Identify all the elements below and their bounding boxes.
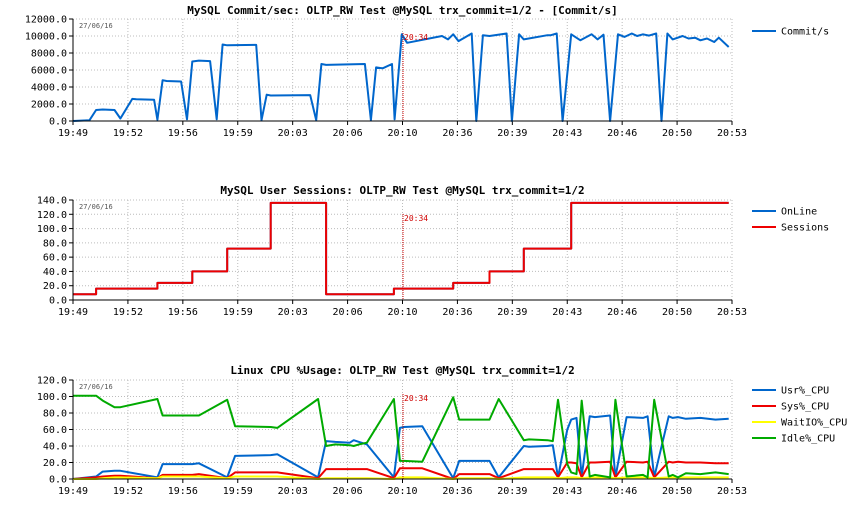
x-tick-label: 20:50 [662,307,692,318]
x-tick-label: 20:39 [497,307,527,318]
y-tick-label: 10000.0 [25,32,67,43]
x-tick-label: 20:46 [607,128,637,139]
restart-marker-label: 20:34 [404,214,428,223]
x-tick-label: 20:03 [278,128,308,139]
x-tick-label: 20:10 [387,307,417,318]
date-label: 27/06/16 [79,22,113,30]
date-label: 27/06/16 [79,383,113,391]
x-tick-label: 20:39 [497,128,527,139]
x-tick-label: 20:06 [333,486,363,497]
series-line [73,201,729,296]
y-tick-label: 20.0 [43,281,67,292]
series-line [73,201,729,296]
x-tick-label: 20:36 [442,128,472,139]
x-tick-label: 19:59 [223,486,253,497]
chart-title: Linux CPU %Usage: OLTP_RW Test @MySQL tr… [230,364,574,377]
y-tick-label: 80.0 [43,409,67,420]
series-line [73,394,729,479]
x-tick-label: 20:53 [717,128,747,139]
x-tick-label: 20:53 [717,486,747,497]
x-tick-label: 19:52 [113,128,143,139]
y-tick-label: 6000.0 [31,66,67,77]
x-tick-label: 19:52 [113,307,143,318]
x-tick-label: 20:06 [333,128,363,139]
y-tick-label: 4000.0 [31,83,67,94]
y-tick-label: 40.0 [43,442,67,453]
x-tick-label: 19:49 [58,486,88,497]
legend-label: Sys%_CPU [781,402,829,413]
y-tick-label: 100.0 [37,224,67,235]
x-tick-label: 20:46 [607,307,637,318]
x-tick-label: 20:36 [442,486,472,497]
y-tick-label: 140.0 [37,196,67,207]
x-tick-label: 20:10 [387,486,417,497]
y-tick-label: 60.0 [43,425,67,436]
series-line [73,475,729,480]
x-tick-label: 20:10 [387,128,417,139]
y-tick-label: 80.0 [43,238,67,249]
x-tick-label: 19:56 [168,307,198,318]
legend-label: OnLine [781,207,817,218]
x-tick-label: 20:43 [552,307,582,318]
y-tick-label: 8000.0 [31,49,67,60]
series-line [72,460,729,480]
y-tick-label: 100.0 [37,392,67,403]
chart-1: MySQL Commit/sec: OLTP_RW Test @MySQL tr… [25,4,829,139]
x-tick-label: 19:52 [113,486,143,497]
y-tick-label: 40.0 [43,267,67,278]
x-tick-label: 19:59 [223,128,253,139]
x-tick-label: 19:49 [58,128,88,139]
y-tick-label: 12000.0 [25,15,67,26]
legend-label: Idle%_CPU [781,434,835,445]
chart-3: Linux CPU %Usage: OLTP_RW Test @MySQL tr… [37,364,847,497]
restart-marker-label: 20:34 [404,394,428,403]
series-line [72,32,730,122]
y-tick-label: 20.0 [43,458,67,469]
x-tick-label: 20:06 [333,307,363,318]
x-tick-label: 19:59 [223,307,253,318]
y-tick-label: 120.0 [37,376,67,387]
x-tick-label: 20:50 [662,486,692,497]
legend-label: WaitIO%_CPU [781,418,847,429]
x-tick-label: 19:56 [168,128,198,139]
series-line [72,414,729,480]
y-tick-label: 0.0 [49,296,67,307]
legend-label: Sessions [781,223,829,234]
legend-label: Usr%_CPU [781,386,829,397]
restart-marker-label: 20:34 [404,33,428,42]
x-tick-label: 20:53 [717,307,747,318]
chart-title: MySQL Commit/sec: OLTP_RW Test @MySQL tr… [187,4,617,17]
y-tick-label: 2000.0 [31,100,67,111]
y-tick-label: 0.0 [49,117,67,128]
x-tick-label: 20:36 [442,307,472,318]
y-tick-label: 120.0 [37,210,67,221]
x-tick-label: 20:03 [278,486,308,497]
x-tick-label: 20:43 [552,128,582,139]
chart-2: MySQL User Sessions: OLTP_RW Test @MySQL… [37,184,829,318]
legend-label: Commit/s [781,27,829,38]
chart-title: MySQL User Sessions: OLTP_RW Test @MySQL… [220,184,584,197]
x-tick-label: 20:46 [607,486,637,497]
x-tick-label: 19:56 [168,486,198,497]
x-tick-label: 20:39 [497,486,527,497]
date-label: 27/06/16 [79,203,113,211]
y-tick-label: 60.0 [43,253,67,264]
x-tick-label: 20:43 [552,486,582,497]
x-tick-label: 19:49 [58,307,88,318]
y-tick-label: 0.0 [49,475,67,486]
x-tick-label: 20:03 [278,307,308,318]
x-tick-label: 20:50 [662,128,692,139]
